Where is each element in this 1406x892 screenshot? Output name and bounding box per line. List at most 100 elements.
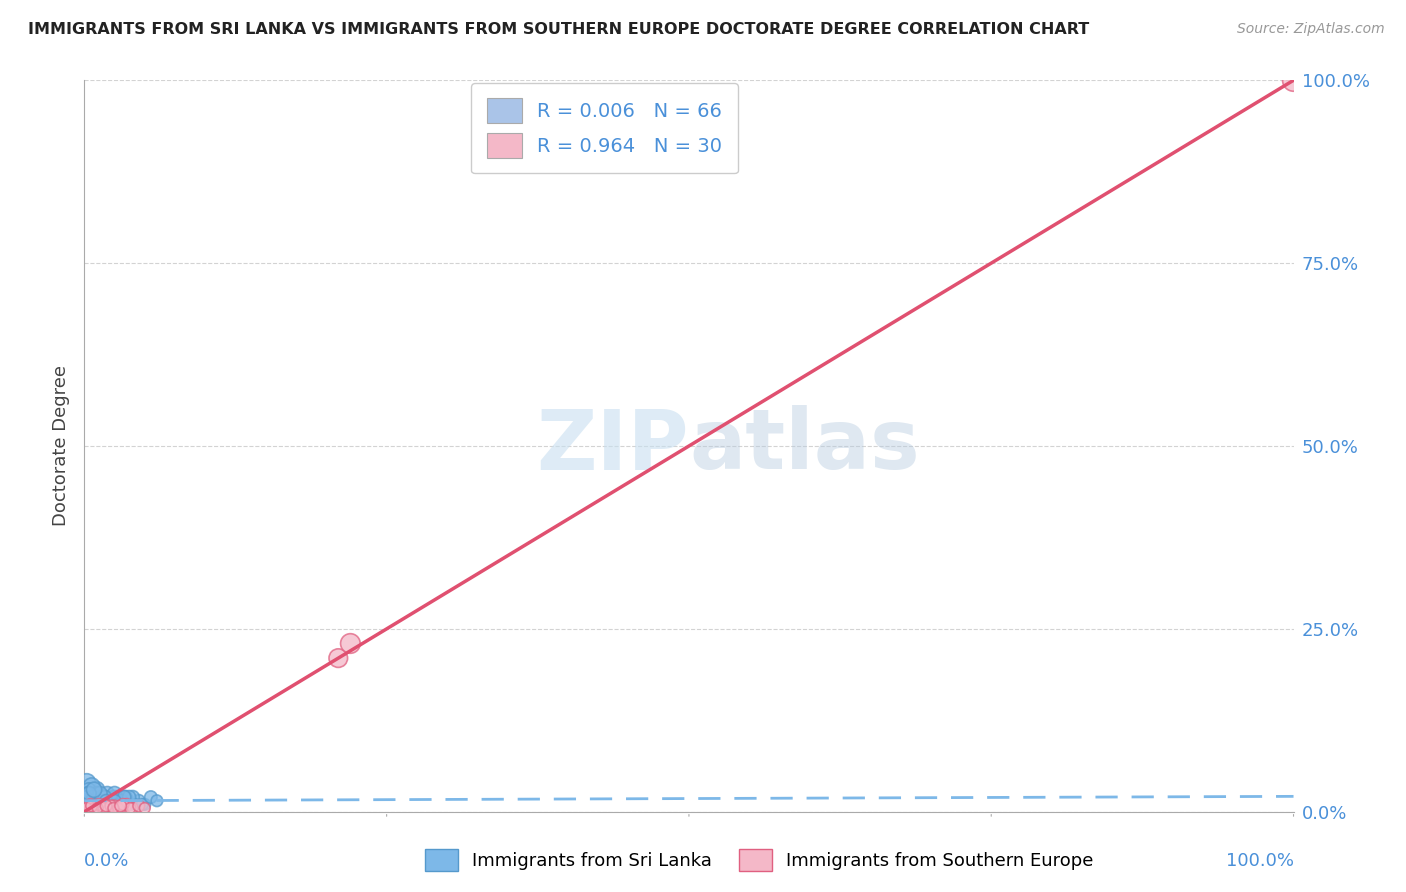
Point bbox=[111, 794, 134, 808]
Point bbox=[115, 794, 138, 808]
Point bbox=[97, 794, 120, 808]
Point bbox=[91, 797, 114, 812]
Point bbox=[104, 790, 127, 805]
Point bbox=[94, 797, 117, 812]
Point bbox=[94, 794, 117, 808]
Point bbox=[86, 801, 108, 815]
Point bbox=[96, 787, 118, 801]
Text: IMMIGRANTS FROM SRI LANKA VS IMMIGRANTS FROM SOUTHERN EUROPE DOCTORATE DEGREE CO: IMMIGRANTS FROM SRI LANKA VS IMMIGRANTS … bbox=[28, 22, 1090, 37]
Point bbox=[118, 790, 141, 805]
Point bbox=[105, 797, 128, 812]
Point bbox=[101, 797, 124, 812]
Point bbox=[80, 790, 103, 805]
Point bbox=[146, 794, 169, 808]
Text: 0.0%: 0.0% bbox=[84, 852, 129, 870]
Point bbox=[134, 797, 156, 812]
Point bbox=[97, 794, 120, 808]
Point bbox=[1282, 73, 1305, 87]
Point bbox=[77, 794, 100, 808]
Point bbox=[103, 801, 125, 815]
Point bbox=[75, 794, 97, 808]
Point bbox=[139, 790, 162, 805]
Text: 100.0%: 100.0% bbox=[1226, 852, 1294, 870]
Point bbox=[107, 801, 129, 815]
Point bbox=[110, 797, 132, 812]
Point bbox=[90, 797, 112, 812]
Point bbox=[89, 798, 111, 813]
Point bbox=[98, 797, 121, 812]
Point bbox=[93, 801, 115, 815]
Point bbox=[76, 787, 98, 801]
Point bbox=[82, 798, 104, 813]
Point bbox=[75, 790, 97, 805]
Point bbox=[84, 794, 107, 808]
Point bbox=[77, 787, 100, 801]
Legend: R = 0.006   N = 66, R = 0.964   N = 30: R = 0.006 N = 66, R = 0.964 N = 30 bbox=[471, 83, 738, 173]
Point bbox=[112, 790, 135, 805]
Y-axis label: Doctorate Degree: Doctorate Degree bbox=[52, 366, 70, 526]
Point bbox=[108, 794, 131, 808]
Point bbox=[120, 797, 142, 812]
Point bbox=[80, 794, 103, 808]
Point bbox=[82, 790, 104, 805]
Point bbox=[120, 801, 142, 815]
Point bbox=[115, 797, 138, 812]
Point bbox=[94, 798, 117, 813]
Point bbox=[94, 790, 117, 805]
Point bbox=[107, 794, 129, 808]
Point bbox=[128, 798, 150, 813]
Point bbox=[121, 790, 143, 805]
Point bbox=[134, 801, 156, 815]
Point bbox=[83, 801, 105, 815]
Point bbox=[87, 794, 110, 808]
Point bbox=[77, 798, 100, 813]
Point bbox=[97, 801, 120, 815]
Point bbox=[131, 797, 153, 812]
Text: atlas: atlas bbox=[689, 406, 920, 486]
Point bbox=[100, 798, 122, 813]
Point bbox=[79, 794, 101, 808]
Point bbox=[83, 791, 105, 805]
Point bbox=[339, 636, 361, 650]
Point bbox=[86, 790, 108, 805]
Point bbox=[112, 790, 135, 805]
Point bbox=[104, 798, 127, 813]
Point bbox=[103, 790, 125, 805]
Point bbox=[86, 782, 108, 797]
Point bbox=[86, 787, 108, 801]
Point bbox=[104, 794, 127, 808]
Point bbox=[79, 797, 101, 812]
Legend: Immigrants from Sri Lanka, Immigrants from Southern Europe: Immigrants from Sri Lanka, Immigrants fr… bbox=[418, 842, 1101, 879]
Text: Source: ZipAtlas.com: Source: ZipAtlas.com bbox=[1237, 22, 1385, 37]
Point bbox=[124, 797, 146, 812]
Point bbox=[76, 775, 98, 789]
Point bbox=[82, 794, 104, 808]
Point bbox=[93, 794, 115, 808]
Point bbox=[82, 797, 104, 812]
Point bbox=[77, 782, 100, 797]
Point bbox=[110, 798, 132, 813]
Point bbox=[90, 797, 112, 812]
Point bbox=[98, 797, 121, 812]
Point bbox=[94, 794, 117, 808]
Point bbox=[79, 790, 101, 805]
Point bbox=[110, 801, 132, 815]
Point bbox=[89, 787, 111, 801]
Point bbox=[76, 801, 98, 815]
Point bbox=[87, 797, 110, 812]
Point bbox=[328, 651, 350, 665]
Point bbox=[100, 794, 122, 808]
Point bbox=[94, 790, 117, 805]
Point bbox=[87, 794, 110, 808]
Point bbox=[86, 801, 108, 815]
Point bbox=[77, 801, 100, 815]
Point bbox=[104, 787, 127, 801]
Point bbox=[84, 794, 107, 808]
Point bbox=[114, 790, 136, 805]
Point bbox=[80, 798, 103, 813]
Point bbox=[90, 790, 112, 805]
Point bbox=[93, 790, 115, 805]
Point bbox=[83, 797, 105, 812]
Point bbox=[121, 801, 143, 815]
Point bbox=[77, 787, 100, 801]
